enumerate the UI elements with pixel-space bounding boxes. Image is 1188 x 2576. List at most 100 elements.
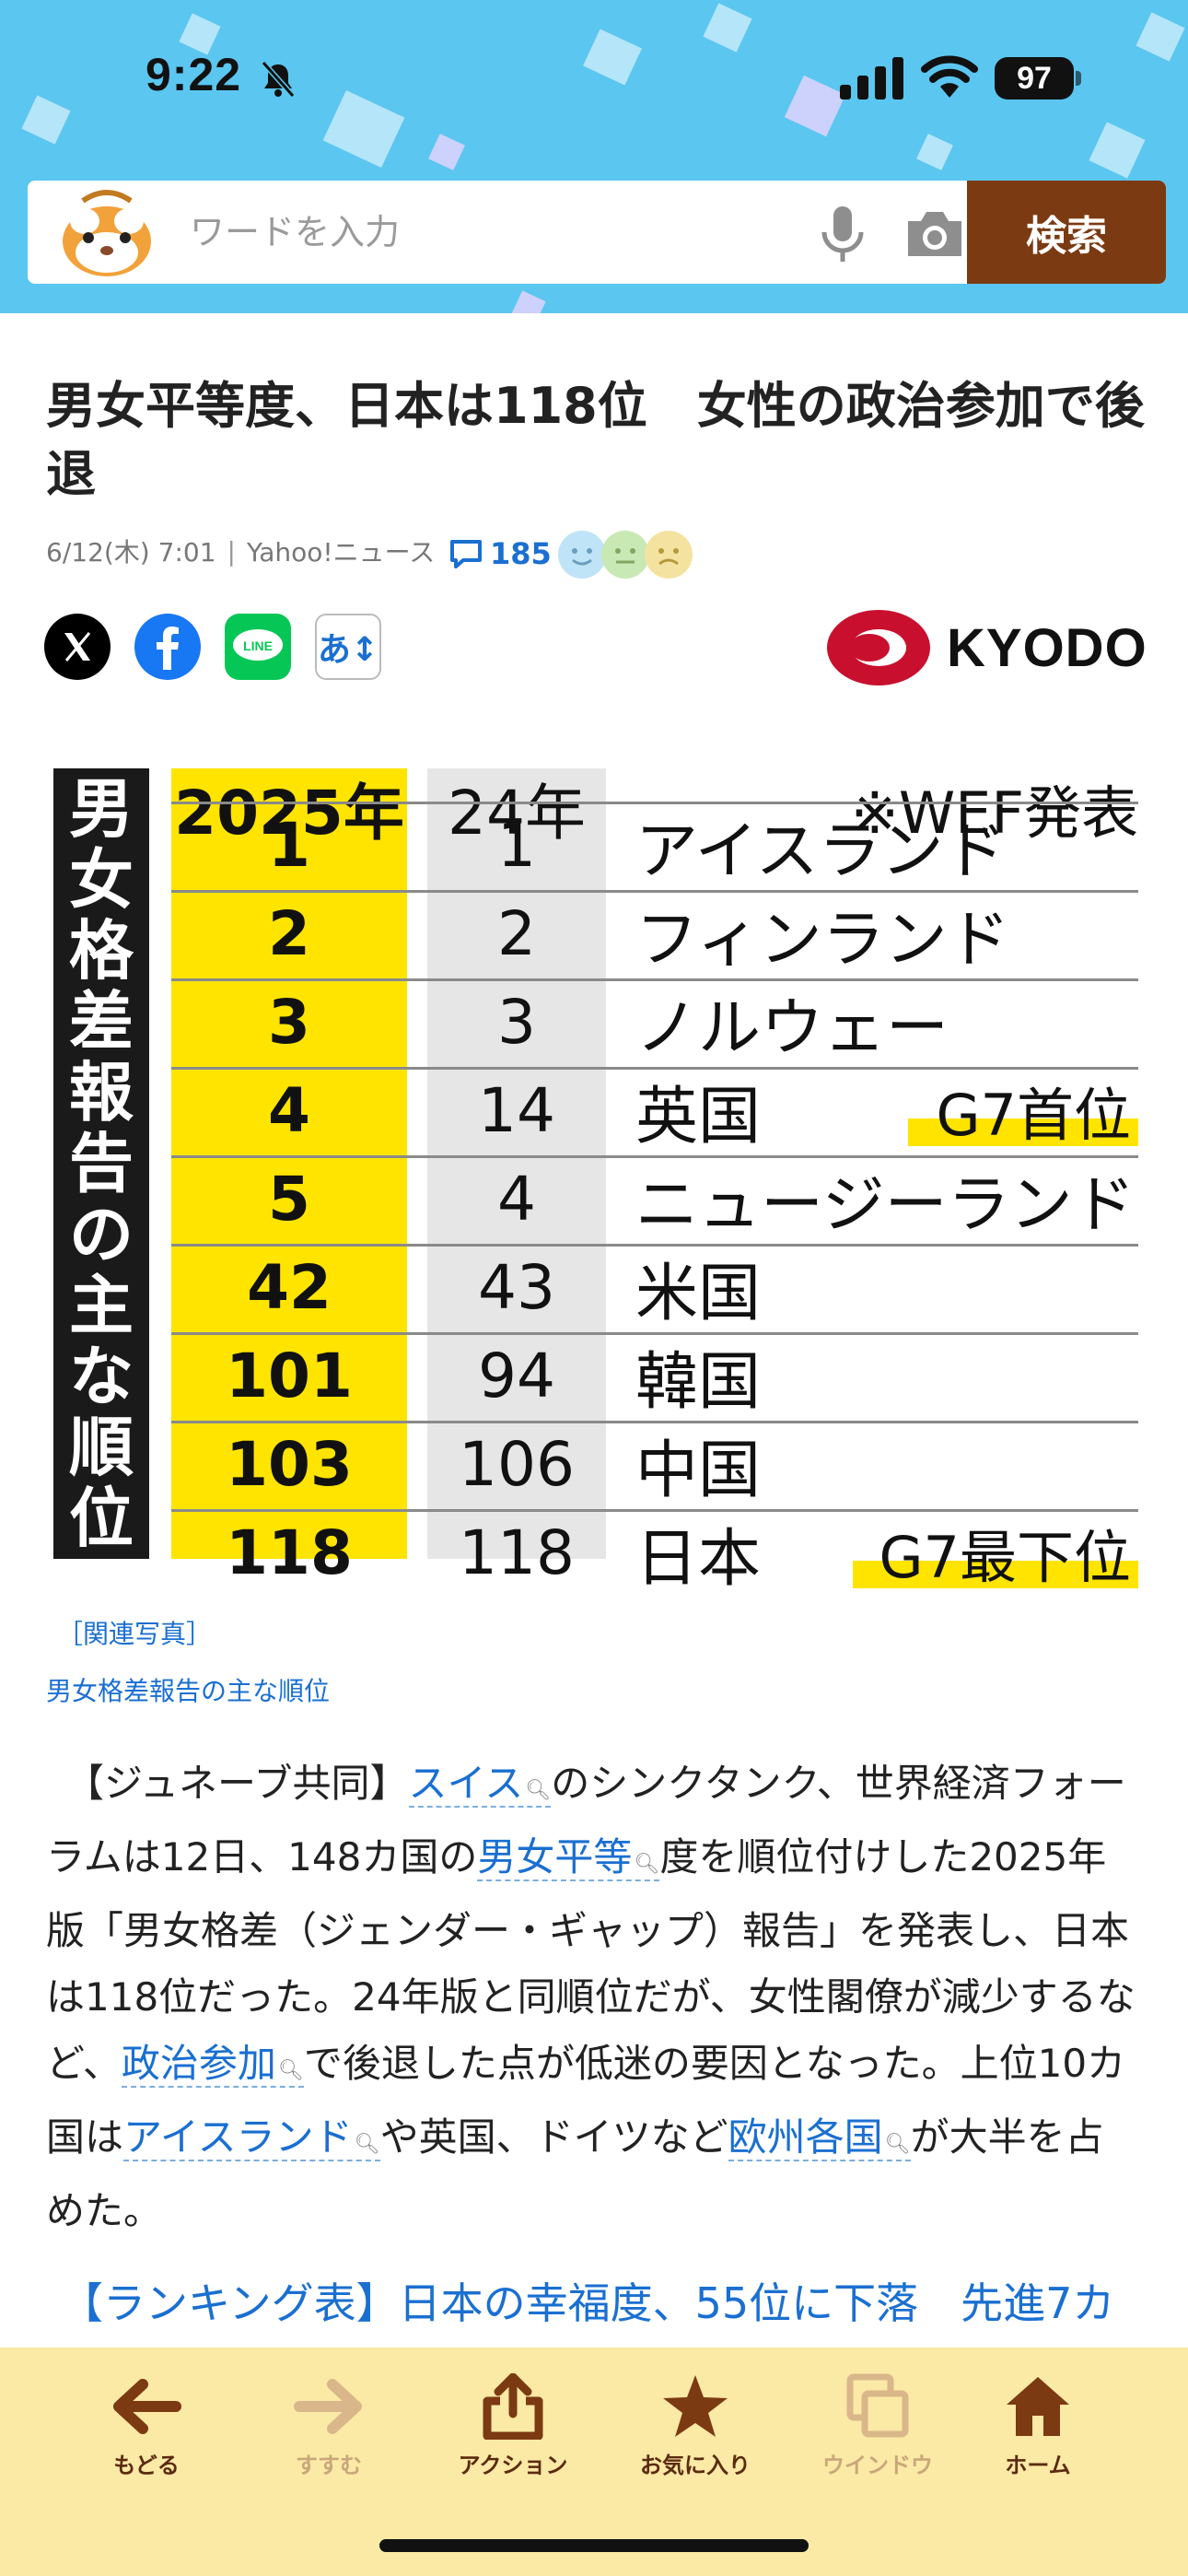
share-row: LINE あ↕ xyxy=(44,612,405,682)
home-button[interactable]: ホーム xyxy=(969,2373,1107,2493)
svg-text:LINE: LINE xyxy=(243,638,273,653)
search-bar: 検索 xyxy=(28,181,1166,284)
row-divider xyxy=(171,802,1138,804)
article-meta: 6/12(木) 7:01 | Yahoo!ニュース xyxy=(46,533,435,569)
action-button[interactable]: アクション xyxy=(444,2373,582,2493)
rank-2024-cell: 14 xyxy=(478,1074,555,1146)
keyword-text: アイスランド xyxy=(123,2114,353,2160)
ranking-image[interactable]: 男女格差報告の主な順位 2025年 24年 ※WEF発表 1 1 アイスランド 2 2 フ… xyxy=(50,768,1138,1596)
keyword-text: 政治参加 xyxy=(121,2041,276,2086)
article-date: 6/12(木) 7:01 xyxy=(46,537,216,568)
action-label: アクション xyxy=(458,2453,568,2478)
share-x-button[interactable] xyxy=(44,614,111,680)
rank-2024-cell: 118 xyxy=(459,1516,575,1588)
confetti-decoration xyxy=(21,95,71,145)
search-input[interactable] xyxy=(190,199,779,265)
side-title-char: 差 xyxy=(69,983,134,1060)
side-title-char: 順 xyxy=(69,1409,134,1485)
search-button[interactable]: 検索 xyxy=(967,181,1166,284)
forward-label: すすむ xyxy=(296,2453,362,2478)
share-facebook-button[interactable] xyxy=(134,614,201,680)
comment-icon xyxy=(450,540,482,568)
rank-2025-cell: 101 xyxy=(226,1340,353,1411)
row-divider xyxy=(171,890,1138,893)
facebook-logo-icon xyxy=(157,626,179,670)
rank-2024-cell: 3 xyxy=(497,986,536,1058)
body-text-segment: 【ジュネーブ共同】 xyxy=(46,1761,409,1806)
window-button[interactable]: ウインドウ xyxy=(809,2373,947,2493)
rank-2024-cell: 106 xyxy=(459,1428,575,1500)
keyword-text: スイス xyxy=(408,1761,524,1806)
home-label: ホーム xyxy=(1005,2453,1071,2478)
arrow-left-icon xyxy=(113,2379,181,2434)
ranking-side-title: 男女格差報告の主な順位 xyxy=(53,768,149,1559)
country-cell: ニュージーランド xyxy=(635,1168,1136,1242)
confetti-decoration xyxy=(583,29,642,86)
tag-highlight xyxy=(908,1118,1138,1146)
column-2024-bg xyxy=(427,768,606,1559)
keyword-link-iceland[interactable]: アイスランド🔍︎ xyxy=(123,2114,380,2161)
side-title-char: 位 xyxy=(69,1480,134,1556)
country-cell: ノルウェー xyxy=(635,991,949,1065)
row-divider xyxy=(171,1155,1138,1158)
wifi-icon xyxy=(921,55,978,98)
body-text-segment: や英国、ドイツなど xyxy=(379,2114,728,2160)
related-article-link[interactable]: 【ランキング表】日本の幸福度、55位に下落 先進7カ xyxy=(61,2278,1115,2328)
country-cell: 日本 xyxy=(635,1522,762,1596)
rank-2025-cell: 42 xyxy=(247,1251,332,1323)
microphone-icon[interactable] xyxy=(818,205,868,263)
comment-count-link[interactable]: 185 xyxy=(449,536,552,571)
bell-muted-icon xyxy=(261,61,296,98)
rank-2025-cell: 5 xyxy=(268,1163,310,1235)
rank-2025-cell: 1 xyxy=(268,809,310,881)
keyword-link-political-participation[interactable]: 政治参加🔍︎ xyxy=(121,2041,304,2088)
keyword-link-gender-equality[interactable]: 男女平等🔍︎ xyxy=(477,1834,660,1881)
back-label: もどる xyxy=(113,2453,180,2478)
confetti-decoration xyxy=(428,134,465,170)
row-divider xyxy=(171,1509,1138,1512)
side-title-char: 格 xyxy=(69,912,134,989)
confetti-decoration xyxy=(1136,12,1185,62)
back-button[interactable]: もどる xyxy=(77,2373,215,2493)
mascot-logo[interactable] xyxy=(55,184,158,280)
search-magnifier-icon: 🔍︎ xyxy=(884,2133,911,2156)
rank-2025-cell: 4 xyxy=(268,1074,310,1146)
rank-2024-cell: 94 xyxy=(478,1340,555,1411)
row-divider xyxy=(171,1244,1138,1247)
row-divider xyxy=(171,1332,1138,1335)
keyword-link-european-countries[interactable]: 欧州各国🔍︎ xyxy=(728,2114,911,2161)
country-cell: フィンランド xyxy=(635,903,1010,977)
body-text-segment: 度を順位付けした2025年版「男女格差（ジェンダー・ギャップ）報告」を発表し、日… xyxy=(46,1834,1136,2086)
confetti-decoration xyxy=(1089,122,1146,179)
favorites-button[interactable]: お気に入り xyxy=(626,2373,764,2493)
bottom-toolbar: もどる すすむ アクション お気に入り ウインドウ ホーム xyxy=(0,2348,1188,2576)
camera-icon[interactable] xyxy=(904,206,965,260)
side-title-char: 男 xyxy=(69,770,134,847)
keyword-text: 男女平等 xyxy=(477,1834,633,1879)
rank-2024-cell: 1 xyxy=(497,809,536,881)
confetti-decoration xyxy=(916,134,953,170)
confetti-decoration xyxy=(703,3,752,53)
search-magnifier-icon: 🔍︎ xyxy=(634,1853,660,1876)
image-caption: 男女格差報告の主な順位 xyxy=(46,1676,331,1706)
x-logo-icon xyxy=(64,632,91,662)
rank-2024-cell: 43 xyxy=(478,1251,555,1323)
related-photo-link[interactable]: ［関連写真］ xyxy=(57,1619,213,1649)
forward-button[interactable]: すすむ xyxy=(260,2373,398,2493)
favorites-label: お気に入り xyxy=(640,2453,751,2478)
rank-2025-cell: 2 xyxy=(268,897,310,969)
body-text-segment: で後退した点が低迷の要因となった。上位10カ国は xyxy=(46,2041,1126,2160)
share-line-button[interactable]: LINE xyxy=(225,614,291,680)
keyword-link-swiss[interactable]: スイス🔍︎ xyxy=(408,1761,552,1808)
row-divider xyxy=(171,1421,1138,1423)
window-label: ウインドウ xyxy=(822,2453,933,2478)
star-icon xyxy=(663,2375,728,2437)
confetti-decoration xyxy=(784,75,846,137)
header-2025: 2025年 xyxy=(174,778,404,849)
comment-count: 185 xyxy=(490,536,552,571)
column-2025-bg xyxy=(171,768,407,1559)
source-note: ※WEF発表 xyxy=(850,779,1138,847)
country-cell: 中国 xyxy=(635,1434,762,1507)
font-size-button[interactable]: あ↕ xyxy=(315,614,381,680)
reaction-faces-icon[interactable] xyxy=(556,529,694,580)
